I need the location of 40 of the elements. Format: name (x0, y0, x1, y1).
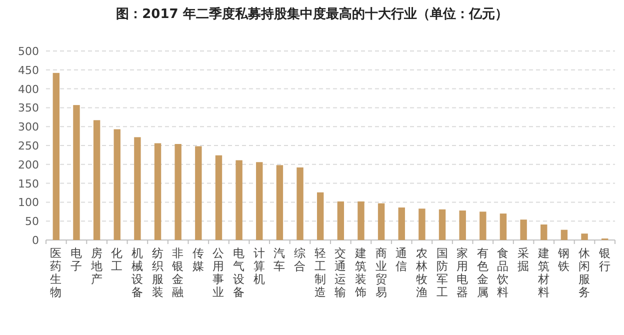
xtick: 家用电器 (456, 246, 469, 299)
xtick: 电气设备 (233, 246, 246, 299)
xtick: 电子 (70, 246, 82, 273)
ytick: 300 (18, 120, 39, 134)
xtick: 钢铁 (558, 246, 570, 273)
xtick: 建筑材料 (538, 246, 550, 299)
xtick: 传媒 (192, 246, 204, 273)
xtick: 化工 (111, 246, 124, 273)
xtick: 国防军工 (436, 246, 448, 299)
xtick: 食品饮料 (497, 246, 510, 299)
xtick: 医药生物 (50, 246, 62, 299)
xtick: 建筑装饰 (354, 246, 367, 299)
xtick: 通信 (396, 246, 408, 273)
ytick: 400 (18, 82, 39, 96)
ytick: 350 (18, 102, 39, 115)
xtick: 房地产 (90, 246, 103, 286)
xtick: 轻工制造 (314, 246, 326, 299)
ytick: 450 (18, 64, 39, 77)
xtick: 银行 (598, 246, 611, 273)
xtick: 有色金属 (476, 246, 489, 299)
xtick: 计算机 (253, 246, 266, 286)
xtick: 非银金融 (172, 246, 184, 299)
xtick: 公用事业 (212, 246, 225, 299)
xtick: 综合 (294, 246, 306, 273)
xtick: 采掘 (518, 246, 530, 273)
xtick: 农林牧渔 (416, 246, 428, 299)
ytick: 500 (18, 45, 39, 58)
xtick: 汽车 (274, 246, 286, 273)
ytick: 150 (18, 177, 39, 190)
xtick: 交通运输 (334, 246, 347, 299)
title: 图：2017 年二季度私募持股集中度最高的十大行业（单位：亿元） (116, 7, 508, 22)
ytick: 100 (18, 196, 39, 210)
xtick: 纺织服装 (152, 246, 164, 299)
xtick: 休闲服务 (578, 246, 591, 299)
ytick: 0 (32, 234, 39, 247)
xtick: 商业贸易 (375, 246, 388, 299)
ytick: 200 (18, 158, 39, 172)
ytick: 250 (18, 140, 39, 152)
xtick: 机械设备 (131, 246, 144, 299)
ytick: 50 (25, 215, 39, 228)
